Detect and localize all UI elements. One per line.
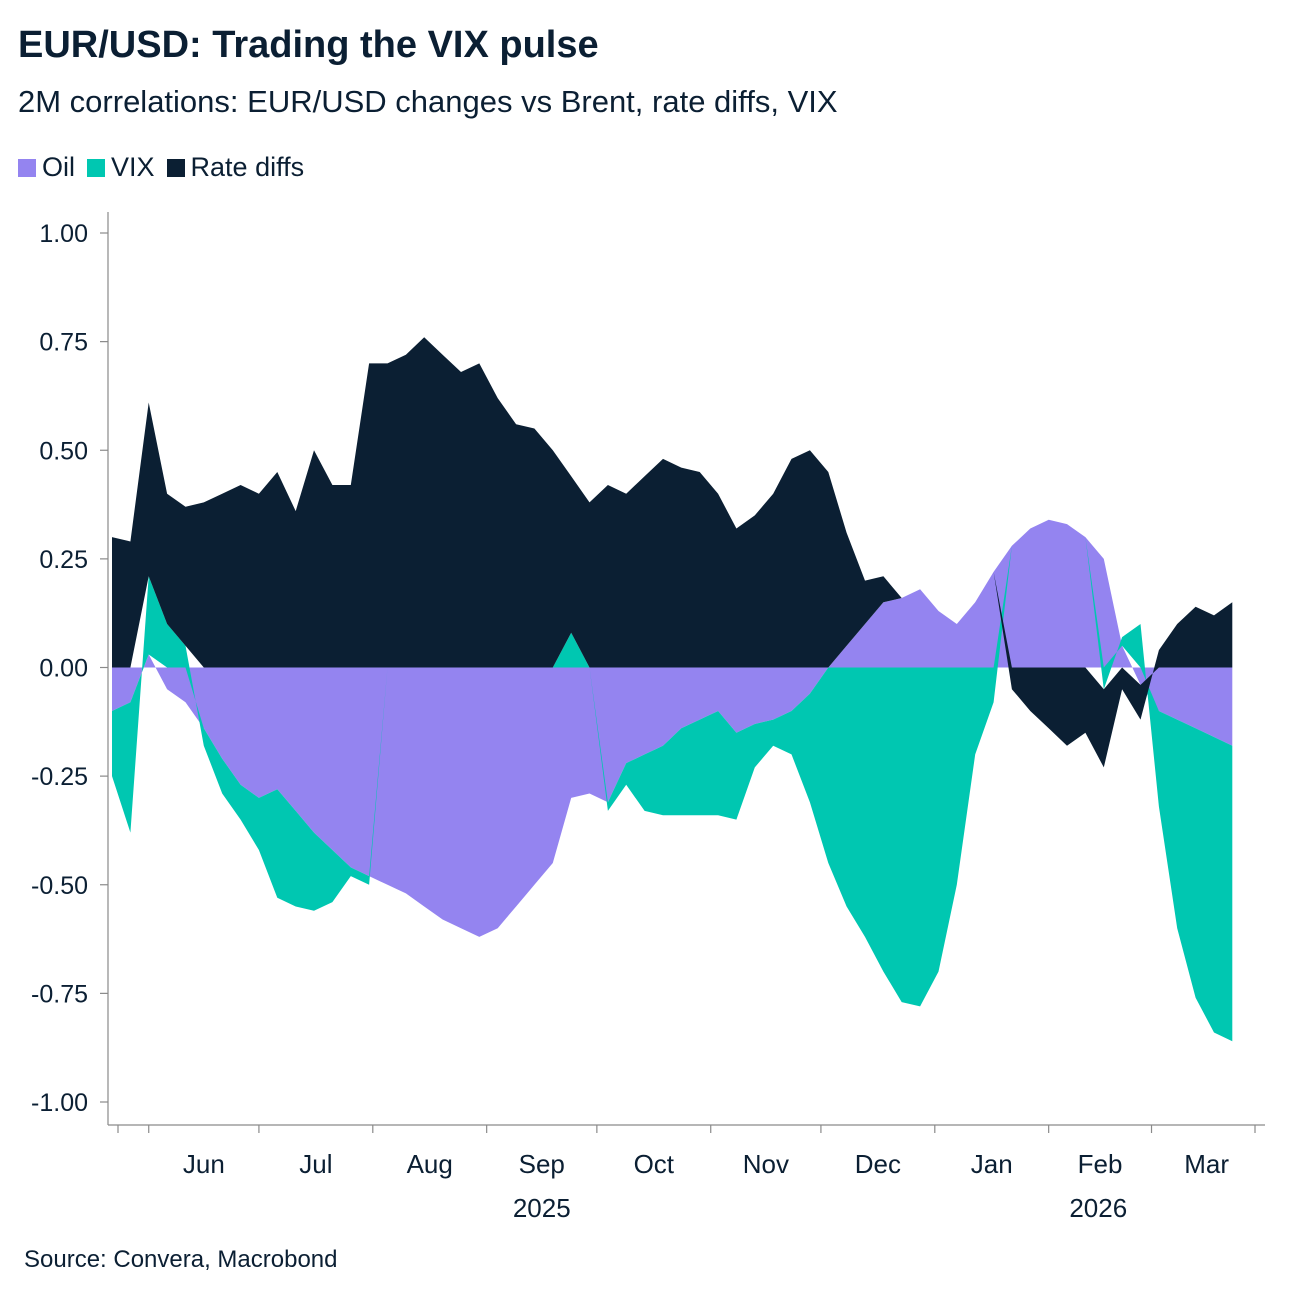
x-month-label: Feb [1078, 1149, 1123, 1179]
y-tick-label: 1.00 [39, 220, 88, 248]
legend: Oil VIX Rate diffs [18, 152, 316, 183]
legend-swatch-rate-diffs [166, 158, 185, 177]
x-year-label: 2026 [1069, 1193, 1127, 1223]
x-month-label: Mar [1184, 1149, 1229, 1179]
y-tick-label: 0.50 [39, 437, 88, 465]
y-tick-label: -0.50 [31, 872, 88, 900]
chart-subtitle: 2M correlations: EUR/USD changes vs Bren… [18, 84, 838, 119]
source-note: Source: Convera, Macrobond [24, 1246, 338, 1273]
legend-item-vix: VIX [87, 152, 155, 183]
chart-title: EUR/USD: Trading the VIX pulse [18, 24, 599, 66]
series-area-vix [112, 519, 1233, 1042]
x-month-label: Nov [743, 1149, 789, 1179]
y-tick-label: 0.25 [39, 546, 88, 574]
legend-item-oil: Oil [18, 152, 75, 183]
series-area-rate-diffs [112, 337, 1233, 768]
y-tick-label: -0.25 [31, 763, 88, 791]
legend-label-vix: VIX [111, 152, 155, 182]
x-month-label: Oct [634, 1149, 675, 1179]
x-month-label: Jan [971, 1149, 1013, 1179]
legend-swatch-oil [18, 158, 36, 177]
legend-label-oil: Oil [42, 152, 75, 182]
legend-swatch-vix [87, 158, 105, 177]
legend-item-rate-diffs: Rate diffs [166, 152, 305, 183]
x-month-label: Jun [183, 1149, 225, 1179]
x-month-label: Dec [855, 1149, 901, 1179]
legend-label-rate-diffs: Rate diffs [190, 152, 305, 182]
x-month-label: Sep [519, 1149, 565, 1179]
y-tick-label: 0.75 [39, 329, 88, 357]
y-tick-label: -0.75 [31, 980, 88, 1008]
series-area-oil [112, 519, 1233, 937]
correlation-area-chart: 1.00 0.75 0.50 0.25 0.00 -0.25 -0.50 -0.75 -1.00… [31, 212, 1265, 1223]
x-month-label: Aug [407, 1149, 453, 1179]
x-year-label: 2025 [513, 1193, 571, 1223]
y-tick-label: -1.00 [31, 1089, 88, 1117]
x-month-label: Jul [299, 1149, 332, 1179]
y-tick-label: 0.00 [39, 655, 88, 683]
